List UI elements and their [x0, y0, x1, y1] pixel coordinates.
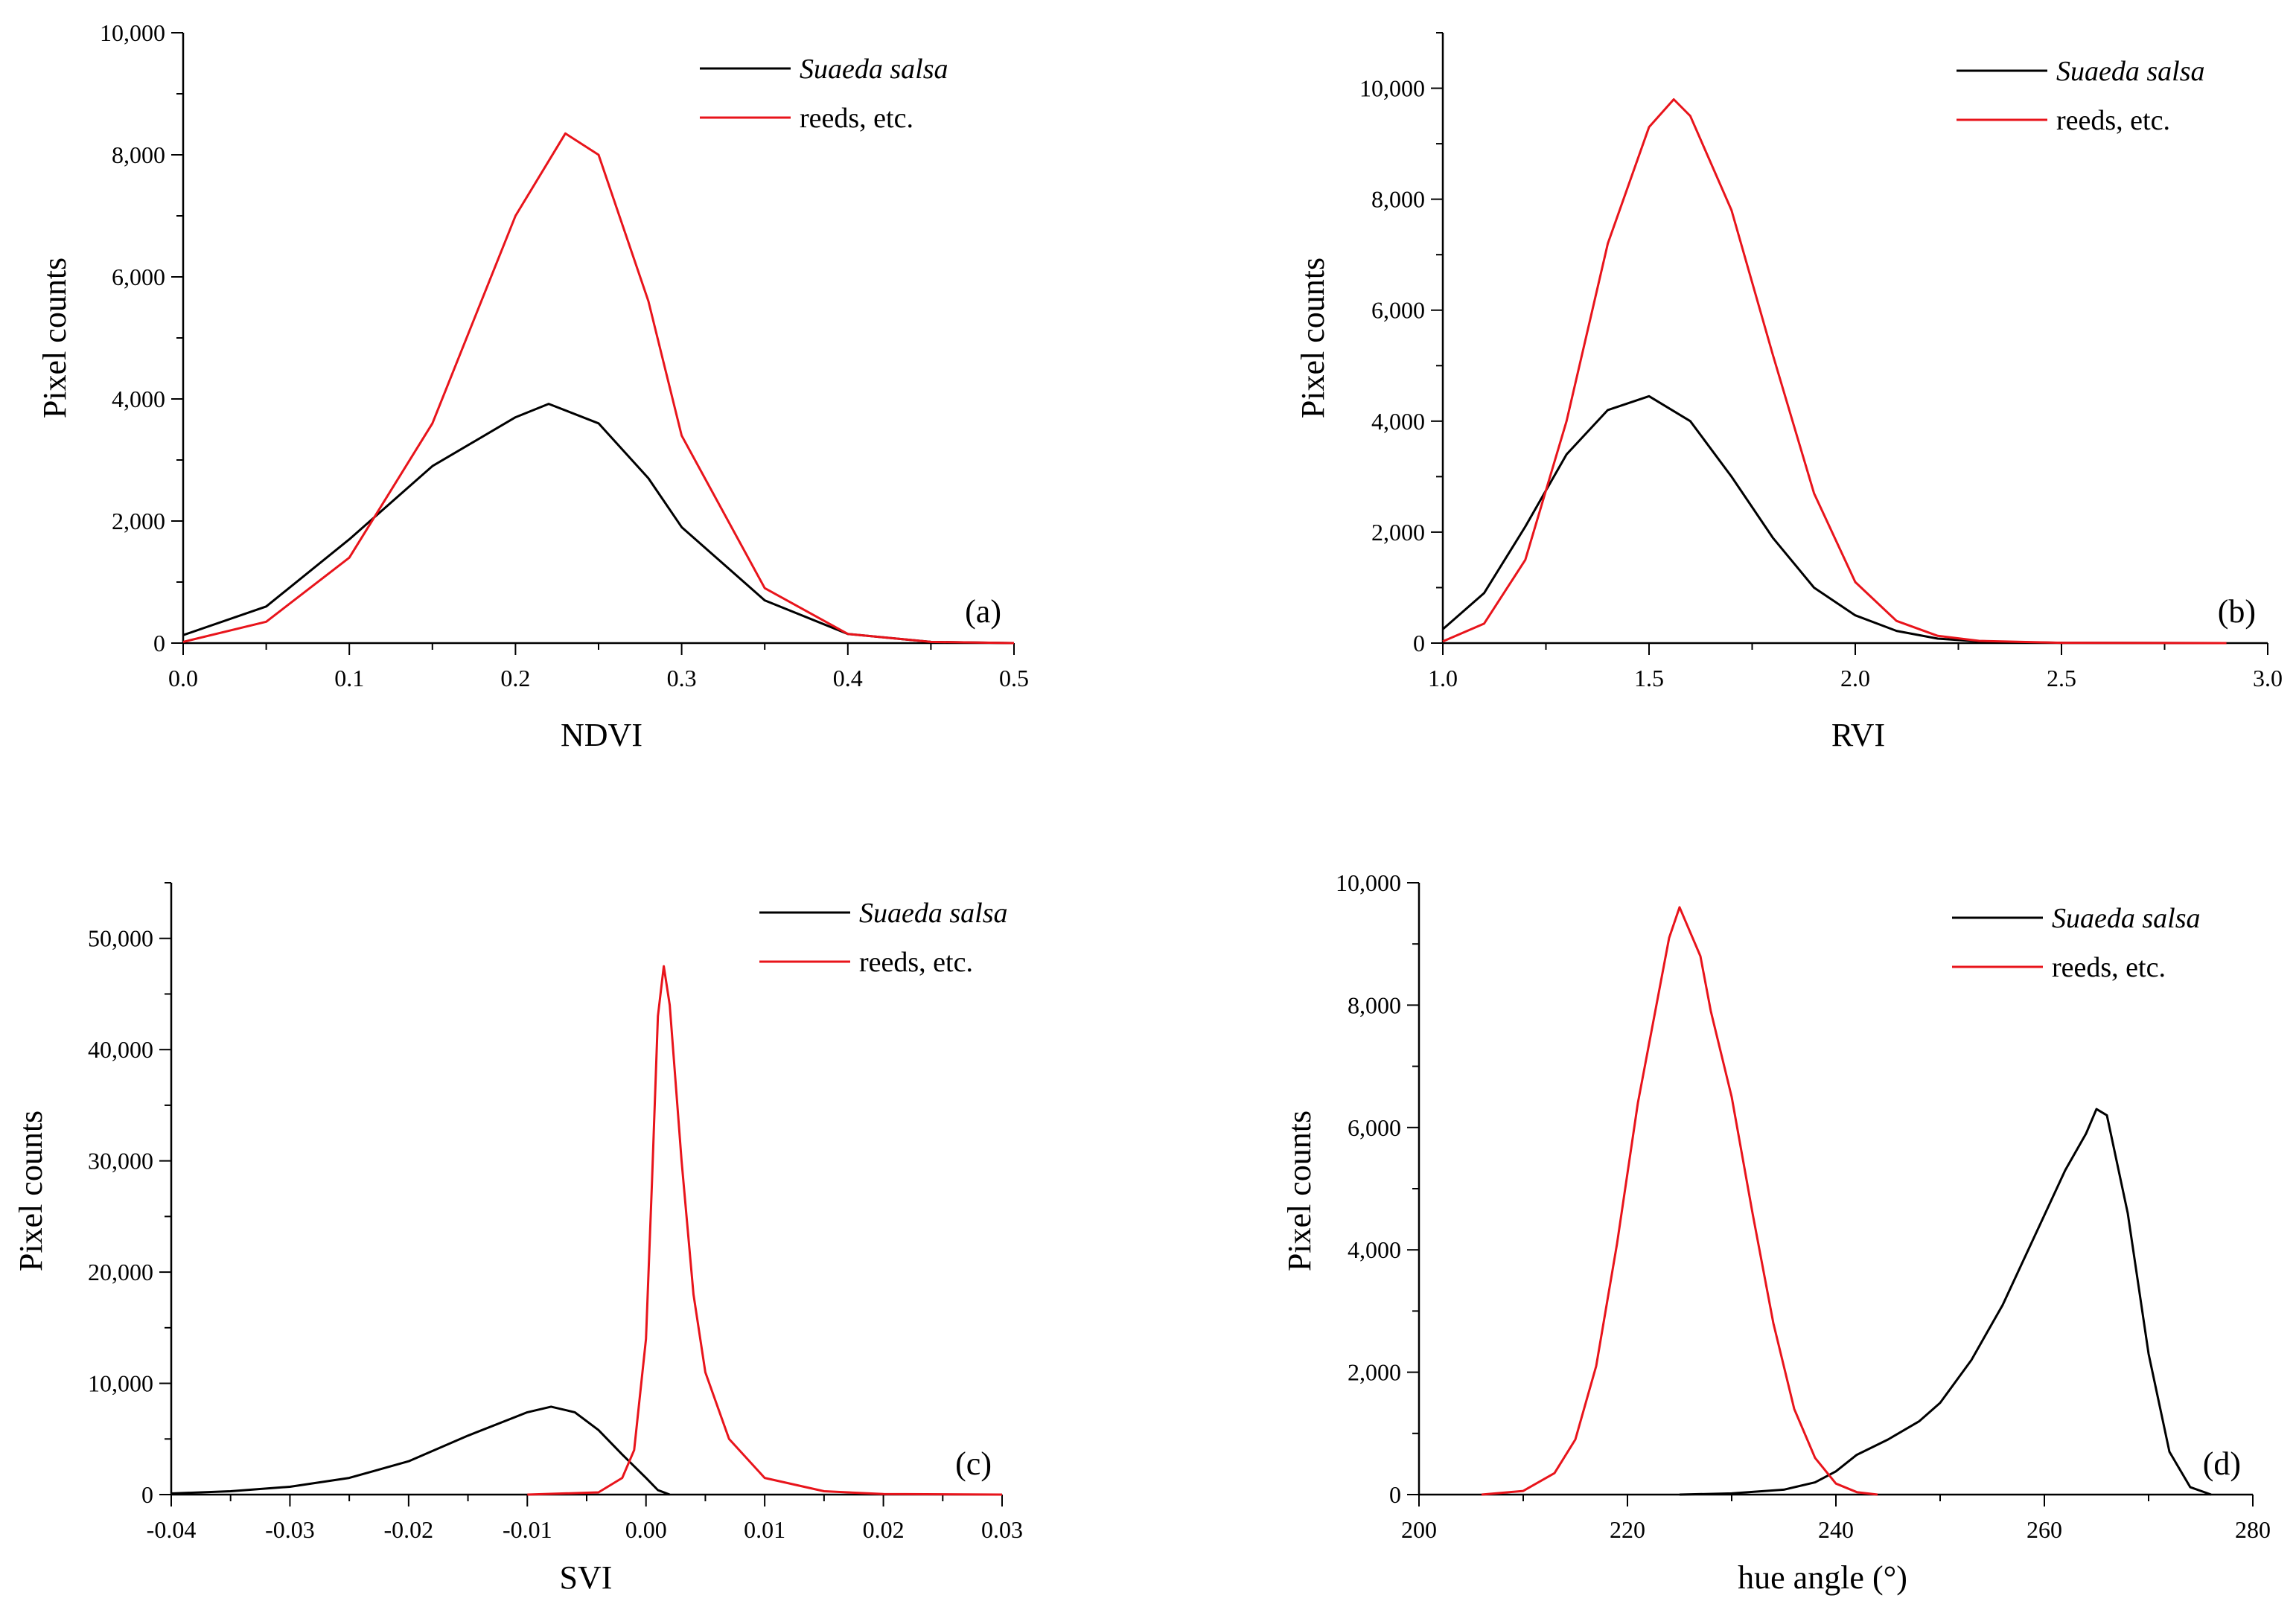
- panel-c-y-tick-label: 10,000: [88, 1370, 153, 1397]
- panel-d-legend-label: Suaeda salsa: [2052, 903, 2201, 934]
- panel-d-y-tick-label: 6,000: [1348, 1114, 1401, 1141]
- panel-d-x-tick-label: 200: [1401, 1516, 1437, 1543]
- panel-c-legend-label: reeds, etc.: [859, 947, 973, 978]
- panel-c-x-tick-label: -0.03: [265, 1516, 315, 1543]
- panel-a-legend-label: reeds, etc.: [800, 103, 913, 134]
- panel-d-y-tick-label: 8,000: [1348, 991, 1401, 1018]
- panel-b-x-tick-label: 1.5: [1634, 665, 1664, 691]
- panel-d-y-tick-label: 10,000: [1336, 869, 1401, 896]
- panel-c-x-axis-label: SVI: [560, 1559, 613, 1596]
- panel-b-series-reeds: [1442, 98, 2227, 645]
- panel-a-x-tick-label: 0.0: [168, 665, 198, 691]
- panel-d-y-tick-label: 4,000: [1348, 1236, 1401, 1263]
- panel-b-y-tick-label: 10,000: [1359, 75, 1425, 102]
- panel-c-x-tick-label: -0.04: [147, 1516, 197, 1543]
- panel-b-x-tick-label: 1.0: [1428, 665, 1458, 691]
- panel-a-x-tick-label: 0.2: [500, 665, 530, 691]
- panel-c-y-tick-label: 50,000: [88, 925, 153, 952]
- panel-b-y-tick-label: 2,000: [1371, 519, 1425, 546]
- panel-b-legend-label: Suaeda salsa: [2056, 56, 2205, 87]
- panel-b-legend-label: reeds, etc.: [2056, 105, 2170, 136]
- panel-c-y-tick-label: 30,000: [88, 1148, 153, 1175]
- panel-a-y-tick-label: 8,000: [112, 141, 165, 168]
- panel-a-y-tick-label: 0: [153, 630, 165, 656]
- panel-d-x-tick-label: 240: [1818, 1516, 1854, 1543]
- panel-b-series-suaeda-salsa: [1442, 394, 2227, 645]
- panel-a-series-suaeda-salsa: [182, 403, 1015, 645]
- panel-a-legend-label: Suaeda salsa: [800, 54, 948, 85]
- panel-c-series-suaeda-salsa: [170, 1405, 671, 1496]
- panel-c-label: (c): [955, 1445, 992, 1482]
- panel-c-y-axis-label: Pixel counts: [13, 1111, 49, 1271]
- panel-d-series-suaeda-salsa: [1679, 1108, 2212, 1496]
- panel-d-y-tick-label: 0: [1389, 1481, 1401, 1508]
- panel-d-label: (d): [2203, 1445, 2241, 1482]
- panel-c-x-tick-label: 0.01: [744, 1516, 785, 1543]
- panel-c-y-tick-label: 0: [141, 1481, 153, 1508]
- panel-b-x-tick-label: 2.5: [2047, 665, 2076, 691]
- panel-a: 0.0 0.1 0.2 0.3 0.4 0.5 0 2,000 4,000 6,000 8,000 1…: [36, 19, 1029, 753]
- panel-a-y-axis-label: Pixel counts: [36, 258, 73, 418]
- panel-a-x-tick-label: 0.1: [334, 665, 364, 691]
- panel-a-y-tick-label: 2,000: [112, 508, 165, 534]
- panel-d-x-axis-label: hue angle (°): [1738, 1559, 1907, 1596]
- panel-c-legend-label: Suaeda salsa: [859, 898, 1008, 929]
- panel-a-y-tick-label: 10,000: [100, 19, 165, 46]
- panel-d-series-reeds: [1481, 906, 1878, 1496]
- panel-b-x-tick-label: 3.0: [2253, 665, 2283, 691]
- panel-d-y-tick-label: 2,000: [1348, 1359, 1401, 1386]
- panel-a-series-reeds: [182, 132, 1015, 645]
- panel-d-x-tick-label: 260: [2026, 1516, 2062, 1543]
- panel-c-x-tick-label: 0.03: [981, 1516, 1023, 1543]
- panel-a-label: (a): [965, 593, 1001, 630]
- panel-c-x-tick-label: 0.02: [863, 1516, 905, 1543]
- panel-d-x-tick-label: 220: [1610, 1516, 1645, 1543]
- panel-a-y-tick-label: 4,000: [112, 386, 165, 412]
- panel-a-x-tick-label: 0.4: [833, 665, 863, 691]
- panel-b-y-axis-label: Pixel counts: [1295, 258, 1331, 418]
- panel-d: 200 220 240 260 280 0 2,000 4,000 6,000 8,000 10,0…: [1281, 869, 2271, 1596]
- panel-a-y-tick-label: 6,000: [112, 263, 165, 290]
- panel-b-y-tick-label: 6,000: [1371, 297, 1425, 324]
- panel-c-y-tick-label: 40,000: [88, 1036, 153, 1063]
- panel-b-x-axis-label: RVI: [1831, 717, 1885, 753]
- panel-b-y-tick-label: 8,000: [1371, 186, 1425, 213]
- panel-c: -0.04 -0.03 -0.02 -0.01 0.00 0.01 0.02 0.03 0 10,…: [13, 882, 1023, 1596]
- panel-c-y-tick-label: 20,000: [88, 1259, 153, 1285]
- panel-a-x-tick-label: 0.3: [667, 665, 697, 691]
- panel-b-label: (b): [2218, 593, 2256, 630]
- panel-d-x-tick-label: 280: [2235, 1516, 2271, 1543]
- panel-c-x-tick-label: -0.02: [384, 1516, 434, 1543]
- panel-d-legend-label: reeds, etc.: [2052, 952, 2166, 983]
- panel-b-x-tick-label: 2.0: [1840, 665, 1870, 691]
- panel-c-x-tick-label: -0.01: [503, 1516, 552, 1543]
- panel-c-x-tick-label: 0.00: [625, 1516, 667, 1543]
- panel-c-series-reeds: [527, 965, 1003, 1496]
- panel-a-x-tick-label: 0.5: [999, 665, 1029, 691]
- panel-b: 1.0 1.5 2.0 2.5 3.0 0 2,000 4,000 6,000 8,000 10,0…: [1295, 32, 2283, 753]
- panel-b-y-tick-label: 0: [1413, 630, 1425, 656]
- panel-d-y-axis-label: Pixel counts: [1281, 1111, 1318, 1271]
- panel-a-x-axis-label: NDVI: [561, 717, 642, 753]
- panel-b-y-tick-label: 4,000: [1371, 408, 1425, 435]
